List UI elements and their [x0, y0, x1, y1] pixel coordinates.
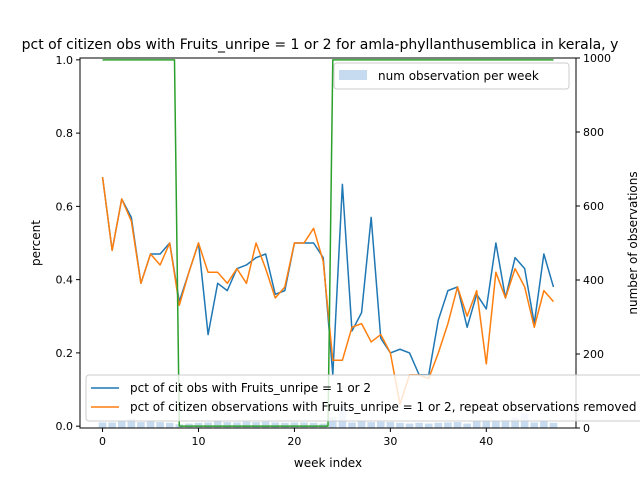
bar-observations [242, 421, 251, 428]
y-tick-label-left: 0.6 [56, 200, 74, 213]
y-axis-label-right: number of observations [626, 171, 640, 314]
bar-observations [463, 423, 471, 428]
x-tick-label: 20 [287, 435, 301, 448]
bar-observations [213, 421, 222, 428]
bar-observations [549, 422, 558, 428]
y-tick-label-right: 0 [583, 422, 590, 435]
bar-observations [482, 421, 491, 428]
chart-title: pct of citizen obs with Fruits_unripe = … [22, 37, 619, 53]
legend-percent-series: pct of cit obs with Fruits_unripe = 1 or… [85, 374, 640, 422]
bar-observations [472, 420, 481, 428]
bar-observations [98, 422, 107, 428]
x-tick-label: 0 [99, 435, 106, 448]
x-tick-label: 40 [479, 435, 493, 448]
bar-observations [405, 423, 414, 428]
bar-observations [540, 421, 548, 428]
legend-swatch-observations [339, 70, 367, 80]
bar-observations [367, 422, 376, 428]
legend-label-observations: num observation per week [378, 69, 539, 83]
bar-observations [453, 422, 462, 428]
bar-observations [252, 422, 260, 428]
bar-observations [328, 416, 337, 428]
y-tick-label-left: 1.0 [56, 54, 74, 67]
y-tick-label-left: 0.2 [56, 347, 74, 360]
bar-observations [271, 422, 280, 428]
bar-observations [424, 423, 433, 428]
y-tick-label-left: 0.4 [56, 274, 74, 287]
bar-observations [357, 421, 366, 428]
bar-observations [108, 422, 116, 428]
bar-observations [434, 422, 443, 428]
y-tick-label-right: 400 [583, 274, 604, 287]
bar-observations [233, 422, 241, 428]
bar-observations [396, 422, 404, 428]
plot-frame [79, 57, 577, 429]
legend-box-upper [333, 62, 570, 90]
bar-observations [290, 422, 299, 428]
y-tick-label-right: 800 [583, 126, 604, 139]
y-tick-label-right: 1000 [583, 52, 611, 65]
bar-observations [204, 422, 212, 428]
legend-observations: num observation per week [333, 62, 570, 90]
bar-observations [156, 422, 164, 428]
y-tick-label-left: 0.0 [56, 420, 74, 433]
bar-observations [501, 419, 510, 428]
bar-observations [309, 422, 318, 428]
bar-observations [165, 422, 174, 428]
bar-observations [530, 422, 539, 428]
bar-observations [127, 418, 136, 428]
legend-box-lower [85, 374, 640, 422]
line-series-3 [102, 59, 554, 427]
y-tick-label-right: 200 [583, 348, 604, 361]
x-tick-label: 30 [383, 435, 397, 448]
x-axis-label: week index [294, 456, 362, 470]
bar-observations [223, 422, 232, 428]
bar-observations [280, 422, 289, 428]
bar-observations [146, 421, 155, 428]
bars-layer [98, 405, 558, 428]
bar-observations [444, 422, 452, 428]
bar-observations [137, 422, 145, 428]
y-tick-label-left: 0.8 [56, 127, 74, 140]
bar-observations [261, 421, 270, 428]
bar-observations [415, 422, 423, 428]
bar-observations [511, 417, 519, 428]
legend-label-line: pct of citizen observations with Fruits_… [130, 400, 636, 414]
bar-observations [386, 422, 395, 428]
lines-layer [101, 59, 555, 427]
y-axis-label-left: percent [29, 220, 43, 266]
bar-observations [376, 421, 385, 428]
x-tick-label: 10 [191, 435, 205, 448]
bar-observations [117, 421, 126, 428]
bar-observations [348, 422, 356, 428]
axes-layer: 0 10 20 30 40 0.0 0.2 0.4 0.6 0.8 1.0 0 200 400 600 800… [56, 52, 612, 448]
legend-label-line: pct of cit obs with Fruits_unripe = 1 or… [130, 381, 371, 395]
bar-observations [492, 420, 500, 428]
bar-observations [300, 422, 308, 428]
bar-observations [194, 422, 203, 428]
y-tick-label-right: 600 [583, 200, 604, 213]
